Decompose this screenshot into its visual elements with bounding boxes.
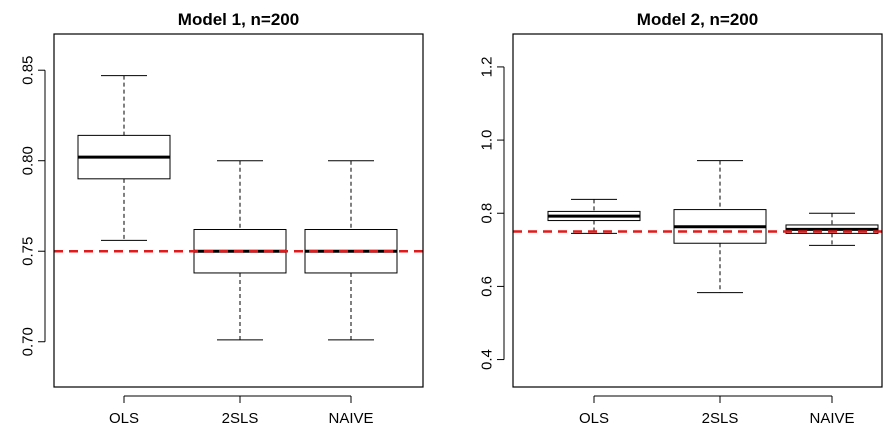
y-tick-label: 0.70: [20, 327, 37, 356]
plot-frame: [512, 33, 883, 388]
chart-panel-1: Model 1, n=200 0.70 0.75 0.80 0.85 OLS 2SLS NAI…: [20, 10, 424, 427]
box-naive: [304, 160, 398, 341]
y-tick-label: 1.0: [479, 130, 496, 151]
x-tick-label: NAIVE: [328, 410, 373, 427]
y-tick-label: 0.80: [20, 146, 37, 175]
x-tick-label: 2SLS: [222, 410, 259, 427]
chart-title: Model 1, n=200: [178, 10, 299, 29]
box-2sls: [673, 160, 767, 294]
chart-panel-2: Model 2, n=200 0.4 0.6 0.8 1.0 1.2 OLS 2SLS NAIV…: [479, 10, 883, 427]
y-tick-label: 0.8: [479, 203, 496, 224]
y-tick-label: 0.75: [20, 237, 37, 266]
x-tick-label: OLS: [579, 410, 609, 427]
y-tick-label: 0.85: [20, 56, 37, 85]
plot-frame: [53, 33, 424, 388]
x-tick-label: 2SLS: [702, 410, 739, 427]
y-tick-label: 0.4: [479, 349, 496, 370]
box-ols: [547, 198, 641, 234]
y-tick-label: 0.6: [479, 276, 496, 297]
chart-title: Model 2, n=200: [637, 10, 758, 29]
x-tick-label: OLS: [109, 410, 139, 427]
box-naive: [785, 212, 879, 246]
box-ols: [77, 75, 171, 241]
y-tick-label: 1.2: [479, 56, 496, 77]
x-tick-label: NAIVE: [809, 410, 854, 427]
